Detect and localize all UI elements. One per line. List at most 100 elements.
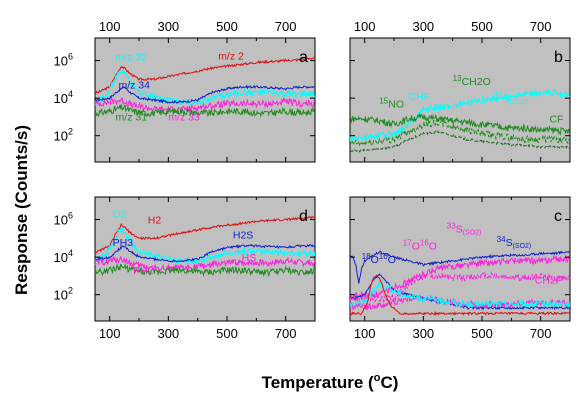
x-axis-title: Temperature (oC)	[262, 372, 399, 392]
label-main: S	[506, 237, 513, 249]
x-tick-label-top: 700	[275, 19, 297, 34]
x-tick-label: 500	[471, 326, 493, 341]
y-tick-base: 10	[54, 129, 68, 144]
series-line	[95, 227, 315, 265]
series-group	[350, 88, 570, 153]
x-axis-title-degree: o	[374, 372, 381, 384]
series-line	[350, 112, 570, 136]
label-sub: (SO2)	[510, 99, 529, 106]
label-text: m/z 2	[218, 51, 244, 63]
y-tick-label: 104	[54, 89, 73, 106]
label-text: m/z 32	[116, 52, 148, 64]
label-main2: O	[388, 254, 396, 266]
label-sub: (SO2)	[513, 243, 532, 250]
x-tick-label-top: 100	[354, 19, 376, 34]
label-main: HS	[242, 252, 257, 264]
label-main: H2S	[233, 229, 253, 241]
panel-letter: b	[554, 49, 563, 66]
y-tick-label: 102	[54, 286, 73, 303]
series-line	[95, 263, 315, 278]
series-label: CHF	[409, 91, 431, 103]
x-tick-label-top: 500	[471, 19, 493, 34]
y-tick-exp: 4	[68, 248, 73, 258]
label-sup: 32	[494, 91, 503, 100]
y-axis-title: Response (Counts/s)	[12, 125, 31, 295]
series-label: 18O16O	[362, 252, 396, 266]
series-label: H2S	[233, 229, 253, 241]
series-label: 13CH2O	[453, 74, 491, 88]
y-tick-label: 106	[54, 52, 73, 69]
x-axis-title-text: Temperature (	[262, 373, 374, 392]
series-label: 15NO	[379, 97, 404, 111]
label-sub: (SO2)	[463, 230, 482, 237]
series-line	[95, 104, 315, 118]
x-tick-label-top: 500	[216, 19, 238, 34]
series-line	[95, 69, 315, 107]
x-tick-label-top: 100	[99, 19, 121, 34]
x-tick-label: 300	[157, 326, 179, 341]
label-text: CF	[549, 114, 563, 126]
label-sup: 17	[403, 239, 412, 248]
x-tick-label-top: 300	[157, 19, 179, 34]
panel-letter: c	[554, 208, 562, 225]
series-label: m/z 34	[118, 80, 150, 92]
series-label: m/z 31	[116, 112, 148, 124]
series-label: 32S(SO2)	[494, 91, 529, 106]
series-label: m/z 32	[116, 52, 148, 64]
series-label: HS	[242, 252, 257, 264]
series-label: m/z 33	[168, 112, 200, 124]
series-line	[95, 56, 315, 94]
series-line	[350, 281, 570, 309]
label-main: PH2	[133, 265, 154, 277]
label-text: m/z 31	[116, 112, 148, 124]
panel-background	[94, 196, 316, 322]
label-sup: 34	[497, 235, 506, 244]
label-main2: O	[429, 241, 437, 253]
series-line	[350, 119, 570, 147]
series-line	[95, 84, 315, 104]
label-text: CHF	[409, 91, 431, 103]
y-tick-base: 10	[54, 213, 68, 228]
label-sup: 15	[379, 97, 388, 106]
series-label: 33S(SO2)	[447, 222, 482, 237]
x-tick-label: 100	[99, 326, 121, 341]
series-label: PH3	[113, 237, 134, 249]
series-line	[95, 256, 315, 274]
panel-letter: d	[299, 208, 308, 225]
series-label: 17O16O	[403, 239, 437, 253]
x-tick-label: 100	[354, 326, 376, 341]
label-main: S	[503, 93, 510, 105]
series-label: CH2F	[535, 274, 562, 286]
x-tick-label: 700	[530, 326, 552, 341]
series-line	[350, 274, 570, 317]
series-label: O2	[113, 209, 127, 221]
y-tick-exp: 6	[68, 52, 73, 62]
series-line	[95, 243, 315, 263]
series-line	[350, 129, 570, 153]
y-tick-exp: 2	[68, 127, 73, 137]
y-tick-exp: 4	[68, 89, 73, 99]
x-tick-label: 500	[216, 326, 238, 341]
label-main: CH2F	[535, 274, 562, 286]
series-line	[350, 254, 570, 301]
series-line	[95, 215, 315, 254]
series-group	[95, 215, 315, 278]
series-label: H2	[148, 214, 162, 226]
series-line	[350, 250, 570, 284]
series-line	[350, 88, 570, 143]
label-main: O2	[113, 209, 127, 221]
label-text: m/z 34	[118, 80, 150, 92]
series-label: CF	[549, 114, 563, 126]
label-main: O	[412, 241, 420, 253]
label-sup: 18	[362, 252, 371, 261]
y-tick-label: 102	[54, 127, 73, 144]
panel-background	[94, 37, 316, 163]
x-tick-label: 700	[275, 326, 297, 341]
label-sup: 33	[447, 222, 456, 231]
series-label: m/z 2	[218, 51, 244, 63]
